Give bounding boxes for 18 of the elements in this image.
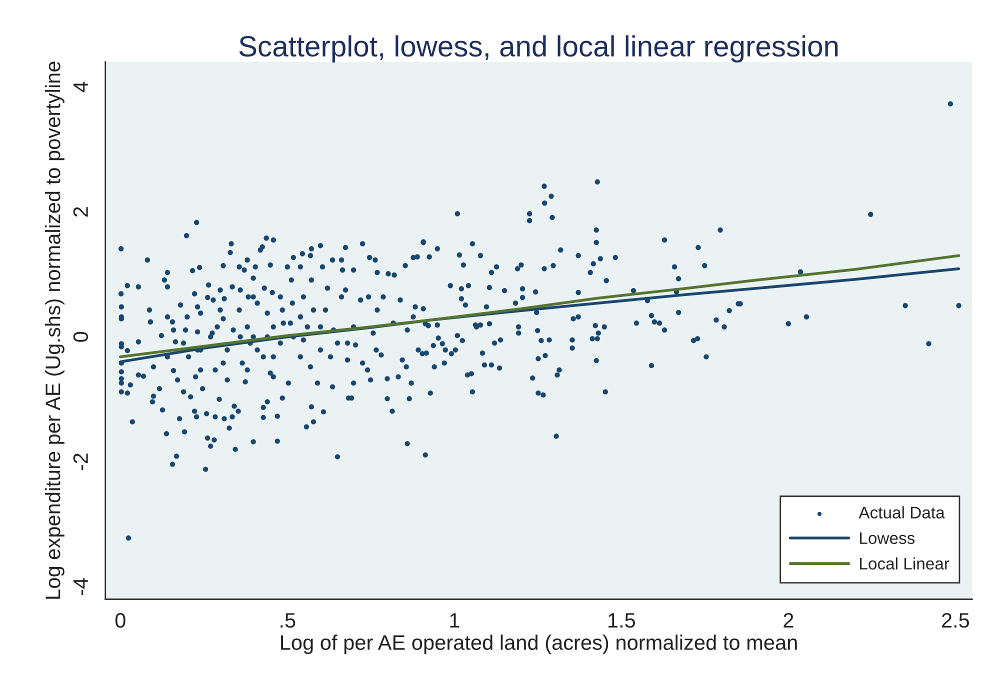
- x-tick-label: .5: [280, 613, 296, 628]
- legend-label: Lowess: [860, 532, 915, 544]
- chart-title: Scatterplot, lowess, and local linear regression: [239, 35, 838, 62]
- y-tick-label: -4: [74, 578, 88, 596]
- legend-label: Local Linear: [860, 557, 950, 570]
- x-tick-label: 2: [784, 613, 794, 628]
- x-axis-title: Log of per AE operated land (acres) normalized to mean: [281, 634, 797, 654]
- y-tick-label: 2: [73, 207, 88, 217]
- y-axis-title: Log expenditure per AE (Ug.shs) normalized to povertyline: [44, 62, 64, 599]
- x-tick-label: 1.5: [608, 613, 636, 628]
- x-tick-label: 2.5: [942, 613, 970, 628]
- x-tick-label: 0: [115, 613, 126, 628]
- x-tick-label: 1: [450, 613, 460, 628]
- line-series: [119, 254, 960, 358]
- y-tick-label: 0: [73, 332, 88, 342]
- legend-label: Actual Data: [858, 506, 945, 518]
- y-tick-label: -2: [73, 454, 88, 470]
- y-tick-label: 4: [74, 82, 88, 92]
